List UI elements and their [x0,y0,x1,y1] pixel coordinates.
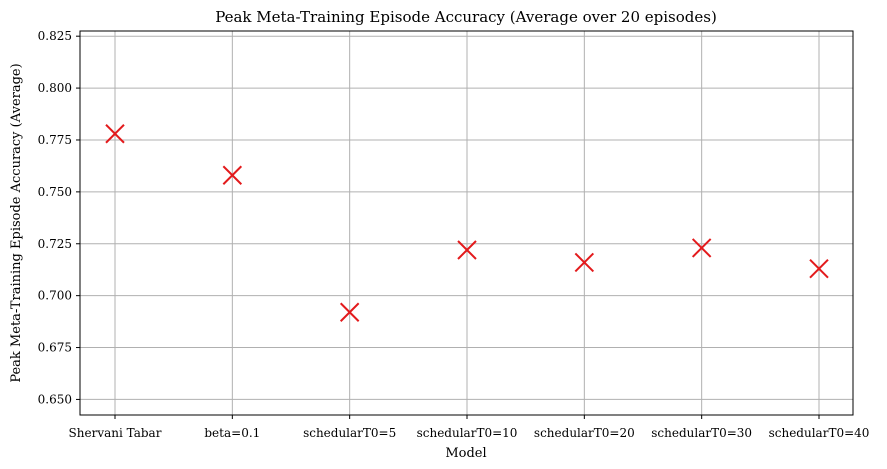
x-tick-label: schedularT0=20 [534,426,635,440]
y-tick-label: 0.750 [38,185,72,199]
data-point [105,124,125,144]
y-tick-label: 0.650 [38,392,72,406]
x-tick-label: schedularT0=10 [417,426,518,440]
data-point [339,302,360,322]
x-tick-label: beta=0.1 [204,426,260,440]
y-tick-label: 0.725 [38,237,72,251]
data-point [457,240,477,260]
grid-lines [80,31,853,415]
data-point [222,165,243,185]
y-axis-label: Peak Meta-Training Episode Accuracy (Ave… [9,63,24,382]
x-tick-label: Shervani Tabar [69,426,162,440]
y-tick-label: 0.675 [38,341,72,355]
x-tick-label: schedularT0=40 [769,426,870,440]
y-tick-label: 0.800 [38,81,72,95]
data-point [574,252,595,273]
chart-title: Peak Meta-Training Episode Accuracy (Ave… [215,8,717,26]
axis-ticks: Shervani Tabar beta=0.1 schedularT0=5 sched… [38,29,870,440]
y-tick-label: 0.700 [38,289,72,303]
data-point [809,258,829,279]
x-tick-label: schedularT0=5 [303,426,396,440]
x-axis-label: Model [445,446,486,461]
data-markers [105,124,829,322]
data-point [691,238,712,258]
y-tick-label: 0.775 [38,133,72,147]
x-tick-label: schedularT0=30 [651,426,752,440]
y-tick-label: 0.825 [38,29,72,43]
